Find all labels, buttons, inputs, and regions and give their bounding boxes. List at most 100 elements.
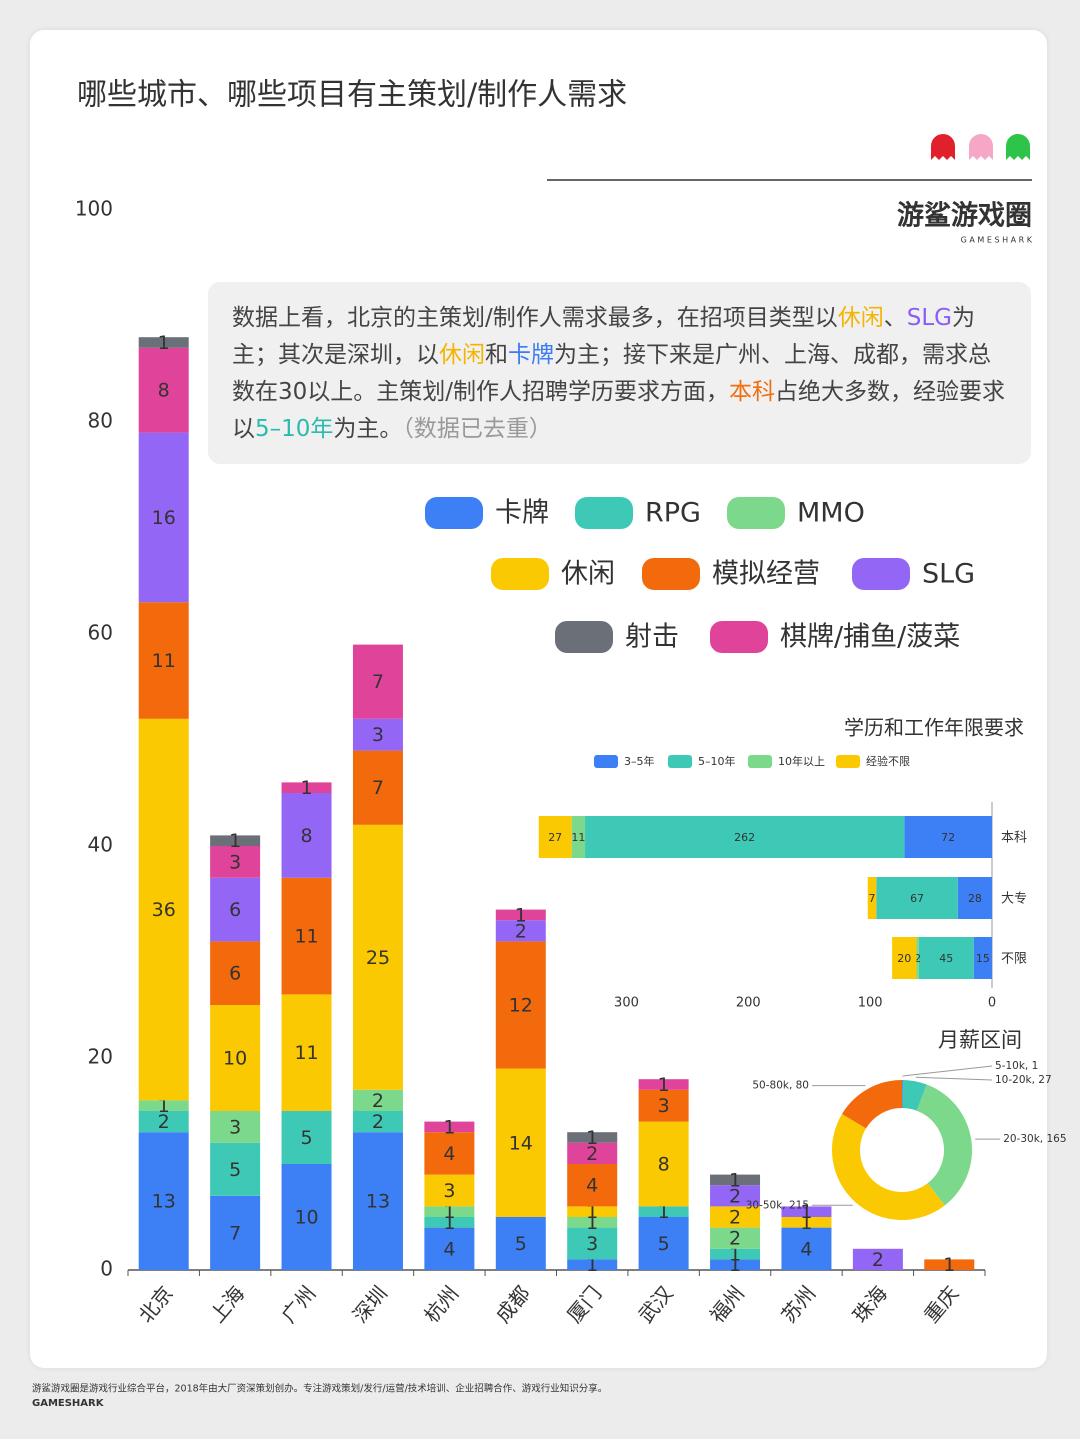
data-label: 1 xyxy=(586,1127,598,1149)
data-label: 20 xyxy=(897,952,911,965)
legend-label: 射击 xyxy=(625,622,679,653)
data-label: 2 xyxy=(158,1111,170,1133)
legend-swatch xyxy=(425,497,483,529)
bar-segment xyxy=(904,816,992,858)
bar-segment xyxy=(210,846,261,878)
annotation-text: 卡牌 xyxy=(508,342,554,368)
footer-brand: GAMESHARK xyxy=(32,1398,105,1409)
bar-segment xyxy=(781,1227,832,1270)
bar-segment xyxy=(210,1142,261,1196)
annotation-text: 数据上看，北京的主策划/制作人需求最多，在招项目类型以 xyxy=(232,305,838,331)
data-label: 1 xyxy=(586,1254,598,1276)
data-label: 25 xyxy=(366,947,390,969)
bar-segment xyxy=(495,909,546,921)
data-label: 1 xyxy=(800,1212,812,1234)
data-label: 2 xyxy=(515,920,527,942)
bar-segment xyxy=(138,718,189,1101)
bar-segment xyxy=(710,1206,761,1228)
data-label: 13 xyxy=(366,1191,390,1213)
bar-segment xyxy=(567,1259,618,1270)
data-label: 5-10k, 1 xyxy=(995,1060,1038,1072)
bar-segment xyxy=(352,1132,403,1270)
ghost-icons xyxy=(931,134,1030,160)
x-tick-label: 200 xyxy=(736,996,761,1011)
logo-sub: G A M E S H A R K xyxy=(961,236,1033,245)
data-label: 3 xyxy=(229,1116,241,1138)
x-tick-label: 0 xyxy=(988,996,996,1011)
chart-title: 学历和工作年限要求 xyxy=(844,716,1024,740)
legend-swatch xyxy=(727,497,785,529)
data-label: 1 xyxy=(586,1201,598,1223)
annotation-text: 5–10年 xyxy=(255,416,334,442)
data-label: 4 xyxy=(586,1175,598,1197)
y-tick-label: 80 xyxy=(88,409,113,433)
data-label: 1 xyxy=(586,1212,598,1234)
annotation-text: 、 xyxy=(883,305,907,331)
data-label: 2 xyxy=(586,1143,598,1165)
data-label: 5 xyxy=(658,1233,670,1255)
bar-segment xyxy=(638,1217,689,1270)
donut-slice xyxy=(902,1080,903,1109)
bar-segment xyxy=(585,816,905,858)
data-label: 1 xyxy=(158,332,170,354)
bar-segment xyxy=(352,1111,403,1133)
data-label: 15 xyxy=(976,952,990,965)
legend-swatch xyxy=(491,558,549,590)
data-label: 3 xyxy=(372,724,384,746)
bar-segment xyxy=(567,1217,618,1228)
annotation-text: 为主；其次是深圳，以 xyxy=(232,305,975,368)
legend-label: RPG xyxy=(645,498,701,529)
legend-swatch xyxy=(710,621,768,653)
legend-label: 休闲 xyxy=(561,559,615,590)
bar-segment xyxy=(538,816,572,858)
data-label: 1 xyxy=(158,1095,170,1117)
data-label: 7 xyxy=(372,777,384,799)
annotation-text: 休闲 xyxy=(439,342,485,368)
legend-label: 模拟经营 xyxy=(712,559,820,590)
data-label: 36 xyxy=(152,899,176,921)
bar-segment xyxy=(424,1174,475,1207)
bar-segment xyxy=(424,1206,475,1217)
bar-segment xyxy=(138,1132,189,1270)
data-label: 27 xyxy=(548,831,562,844)
bar-segment xyxy=(495,1068,546,1217)
icon xyxy=(931,134,955,160)
data-label: 4 xyxy=(800,1238,812,1260)
data-label: 3 xyxy=(586,1233,598,1255)
bar-segment xyxy=(281,793,332,878)
data-label: 4 xyxy=(443,1143,455,1165)
data-label: 7 xyxy=(229,1222,241,1244)
data-label: 262 xyxy=(734,831,755,844)
data-label: 8 xyxy=(158,380,170,402)
leader-line xyxy=(915,1076,993,1081)
annotation-text: 为主。 xyxy=(333,416,403,442)
annotation-text: 为主；接下来是广州、上海、成都，需求总数在30以上。主策划/制作人招聘学历要求方… xyxy=(232,342,991,405)
legend-swatch xyxy=(668,755,692,768)
annotation-text: SLG xyxy=(906,305,952,331)
bar-segment xyxy=(210,1195,261,1270)
y-tick-label: 20 xyxy=(88,1045,113,1069)
data-label: 3 xyxy=(443,1180,455,1202)
legend-swatch xyxy=(575,497,633,529)
data-label: 1 xyxy=(443,1116,455,1138)
data-label: 11 xyxy=(294,926,318,948)
bar-segment xyxy=(352,750,403,825)
bar-segment xyxy=(567,1206,618,1217)
x-tick-label: 福州 xyxy=(705,1281,749,1327)
x-tick-label: 武汉 xyxy=(634,1281,678,1327)
bar-segment xyxy=(924,1259,975,1270)
data-label: 13 xyxy=(152,1191,176,1213)
bar-segment xyxy=(710,1259,761,1270)
bar-segment xyxy=(210,941,261,1005)
bar-segment xyxy=(138,1111,189,1133)
annotation-text: （数据已去重） xyxy=(402,416,552,442)
data-label: 2 xyxy=(372,1090,384,1112)
x-tick-label: 深圳 xyxy=(348,1281,392,1327)
legend-swatch xyxy=(852,558,910,590)
bar-segment xyxy=(281,1164,332,1270)
x-tick-label: 厦门 xyxy=(562,1281,606,1327)
bar-segment xyxy=(495,920,546,942)
data-label: 2 xyxy=(729,1207,741,1229)
